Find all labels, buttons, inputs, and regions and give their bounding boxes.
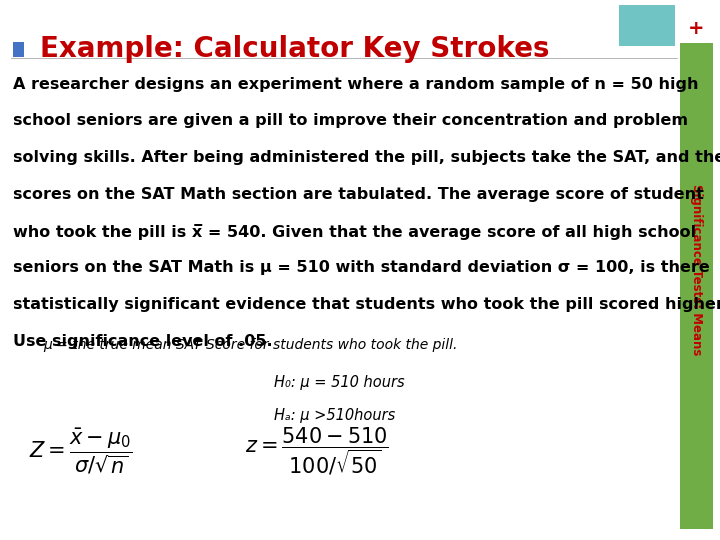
FancyBboxPatch shape [680, 43, 713, 529]
Text: μ = the true mean SAT Score for students who took the pill.: μ = the true mean SAT Score for students… [43, 338, 458, 352]
Text: $Z = \dfrac{\bar{x} - \mu_0}{\sigma/\sqrt{n}}$: $Z = \dfrac{\bar{x} - \mu_0}{\sigma/\sqr… [29, 426, 132, 476]
Text: scores on the SAT Math section are tabulated. The average score of student: scores on the SAT Math section are tabul… [13, 187, 704, 202]
Text: H₀: μ = 510 hours: H₀: μ = 510 hours [274, 375, 404, 390]
Text: +: + [688, 18, 705, 38]
FancyBboxPatch shape [13, 42, 24, 57]
Text: statistically significant evidence that students who took the pill scored higher: statistically significant evidence that … [13, 297, 720, 312]
Text: Hₐ: μ >510hours: Hₐ: μ >510hours [274, 408, 395, 423]
Text: solving skills. After being administered the pill, subjects take the SAT, and th: solving skills. After being administered… [13, 150, 720, 165]
Text: Use significance level of .05.: Use significance level of .05. [13, 334, 273, 349]
Text: $z = \dfrac{540-510}{100/\sqrt{50}}$: $z = \dfrac{540-510}{100/\sqrt{50}}$ [245, 425, 389, 477]
Text: seniors on the SAT Math is μ = 510 with standard deviation σ = 100, is there: seniors on the SAT Math is μ = 510 with … [13, 260, 710, 275]
Text: school seniors are given a pill to improve their concentration and problem: school seniors are given a pill to impro… [13, 113, 688, 129]
FancyBboxPatch shape [619, 5, 675, 46]
Text: Significance Tests: Means: Significance Tests: Means [690, 184, 703, 356]
Text: A researcher designs an experiment where a random sample of n = 50 high: A researcher designs an experiment where… [13, 77, 698, 92]
Text: Example: Calculator Key Strokes: Example: Calculator Key Strokes [40, 35, 549, 63]
Text: who took the pill is x̅ = 540. Given that the average score of all high school: who took the pill is x̅ = 540. Given tha… [13, 224, 696, 240]
